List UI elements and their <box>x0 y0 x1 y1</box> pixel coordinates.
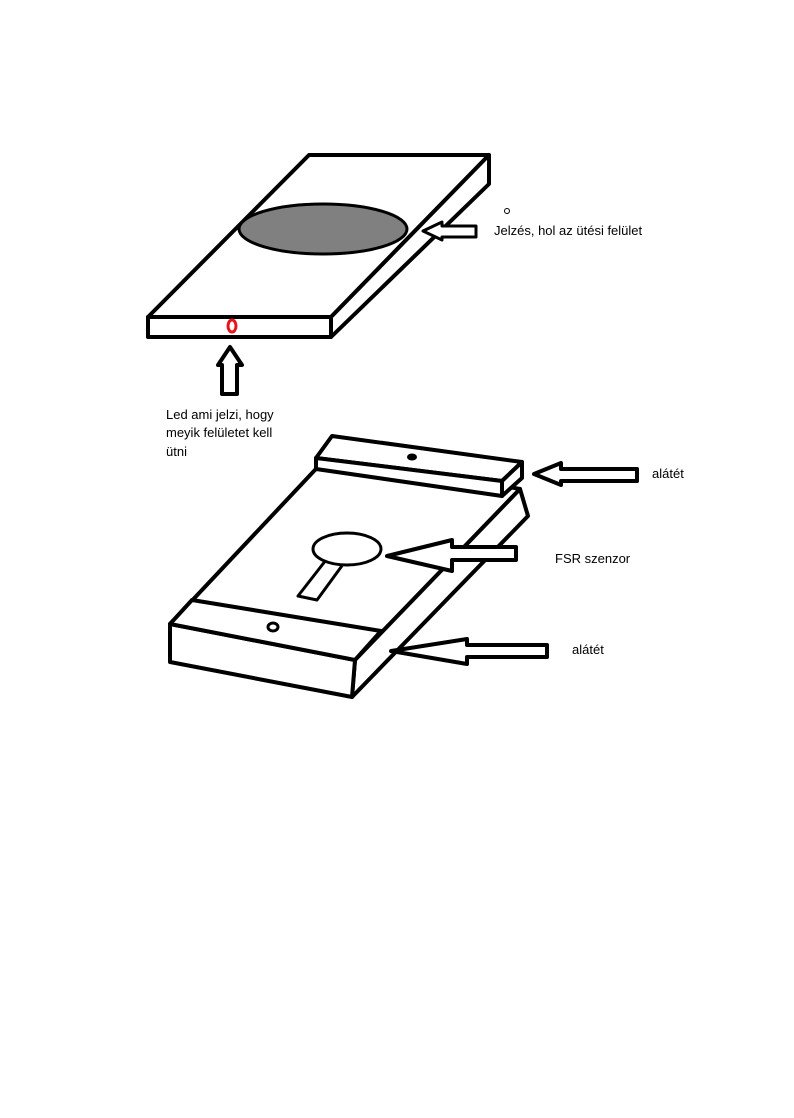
washer-bottom-label: alátét <box>572 642 604 657</box>
washer-back-side-face <box>500 460 524 498</box>
led-label-line-1: Led ami jelzi, hogy <box>166 407 274 422</box>
fsr-sensor <box>296 531 383 602</box>
arrow-to-washer-bottom <box>389 637 549 666</box>
washer-back-screw <box>407 453 417 461</box>
arrow-to-washer-top <box>532 461 639 487</box>
led-indicator <box>226 318 238 334</box>
led-label-line-2: meyik felületet kell <box>166 425 272 440</box>
arrow-to-fsr-sensor <box>385 538 518 573</box>
washer-front-screw <box>266 621 280 633</box>
fsr-sensor-pad <box>311 531 383 567</box>
led-label-line-3: ütni <box>166 444 187 459</box>
fsr-sensor-label: FSR szenzor <box>555 551 631 566</box>
washer-top-label: alátét <box>652 466 684 481</box>
top-pad-side-face <box>329 153 491 339</box>
small-dot-marker <box>504 208 510 214</box>
arrow-to-impact-area <box>421 220 478 242</box>
top-pad-front-face <box>146 315 333 339</box>
arrow-to-led <box>216 345 244 396</box>
impact-area-ellipse <box>237 202 409 256</box>
impact-area-label: Jelzés, hol az ütési felület <box>494 223 643 238</box>
